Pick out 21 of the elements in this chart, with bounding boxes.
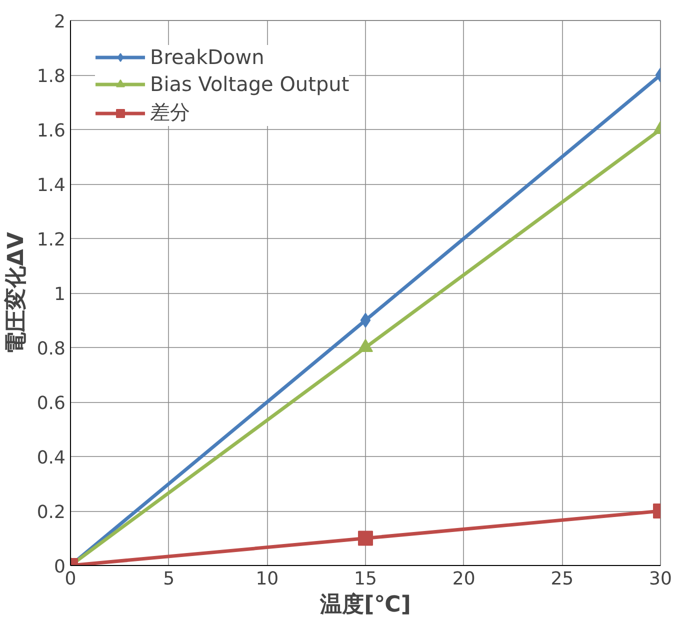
- x-tick-label: 15: [354, 568, 377, 590]
- x-tick-label: 25: [550, 568, 574, 590]
- y-tick-label: 0.4: [36, 448, 66, 468]
- y-tick-label: 1: [54, 284, 66, 305]
- x-axis-title: 温度[℃]: [319, 592, 411, 618]
- y-tick-label: 0.8: [36, 338, 66, 360]
- legend-label: BreakDown: [150, 45, 264, 69]
- x-tick-label: 5: [163, 568, 175, 590]
- y-tick-label: 1.2: [36, 230, 66, 250]
- y-axis-title: 電圧変化ΔV: [2, 232, 29, 354]
- y-tick-label: 0.6: [36, 393, 66, 414]
- y-tick-label: 1.8: [36, 66, 66, 87]
- y-tick-label: 1.4: [36, 175, 66, 196]
- y-tick-label: 0.2: [36, 502, 66, 523]
- legend-label: Bias Voltage Output: [150, 72, 350, 96]
- y-tick-label: 1.6: [36, 120, 66, 142]
- legend-label: 差分: [150, 99, 190, 126]
- x-tick-label: 20: [452, 568, 476, 590]
- y-tick-label: 2: [54, 12, 66, 32]
- x-tick-label: 10: [256, 568, 279, 590]
- x-tick-label: 30: [649, 568, 672, 590]
